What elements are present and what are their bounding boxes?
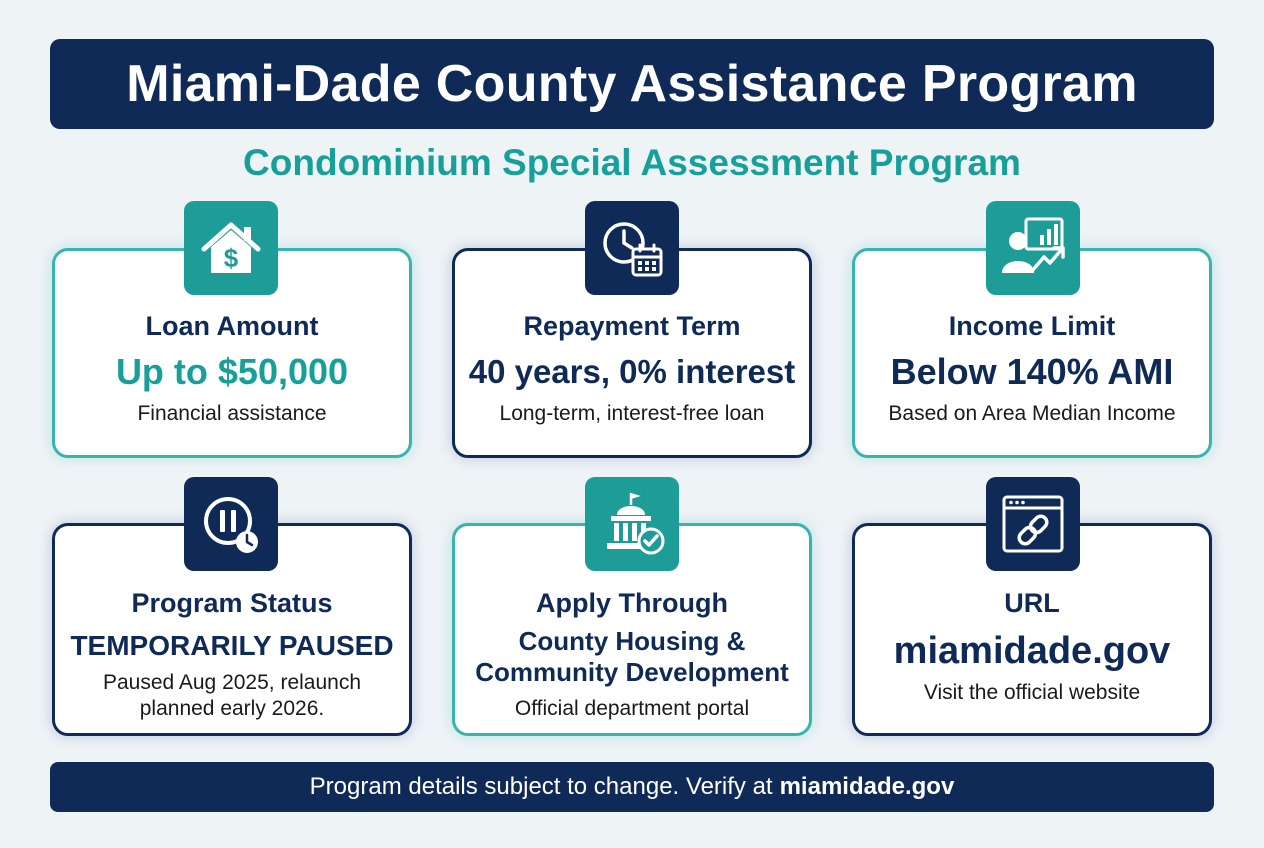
card-value-line-1: County Housing & (518, 626, 746, 656)
footer-banner: Program details subject to change. Verif… (50, 762, 1214, 812)
card-value: miamidade.gov (893, 630, 1171, 672)
card-title: URL (1004, 588, 1060, 618)
card-value: TEMPORARILY PAUSED (70, 630, 394, 661)
card-desc: Visit the official website (923, 681, 1141, 704)
card-desc: Long-term, interest-free loan (499, 402, 765, 425)
person-chart-icon (986, 201, 1080, 295)
pause-clock-icon (184, 477, 278, 571)
card-title: Loan Amount (145, 311, 319, 341)
clock-calendar-icon (585, 201, 679, 295)
card-desc: Financial assistance (137, 402, 327, 425)
page-subtitle: Condominium Special Assessment Program (243, 142, 1021, 183)
card-value: Up to $50,000 (115, 351, 349, 392)
card-apply-through: Apply Through County Housing & Community… (452, 523, 812, 736)
card-desc: Based on Area Median Income (888, 402, 1176, 425)
card-desc-line-2: planned early 2026. (139, 697, 325, 720)
card-title: Apply Through (536, 588, 728, 618)
card-value: 40 years, 0% interest (468, 353, 796, 390)
card-title: Income Limit (948, 311, 1116, 341)
card-value-line-2: Community Development (475, 657, 789, 687)
card-desc: Official department portal (514, 697, 750, 720)
footer-link[interactable]: miamidade.gov (779, 773, 955, 800)
card-desc-line-1: Paused Aug 2025, relaunch (102, 671, 362, 694)
house-dollar-icon: $ (184, 201, 278, 295)
footer-text: Program details subject to change. Verif… (309, 773, 773, 800)
card-value: Below 140% AMI (890, 351, 1174, 392)
svg-text:$: $ (224, 243, 239, 273)
page-title: Miami-Dade County Assistance Program (126, 55, 1138, 113)
government-building-check-icon (585, 477, 679, 571)
browser-link-icon (986, 477, 1080, 571)
header-banner: Miami-Dade County Assistance Program (50, 39, 1214, 129)
card-title: Repayment Term (523, 311, 741, 341)
card-title: Program Status (131, 588, 333, 618)
